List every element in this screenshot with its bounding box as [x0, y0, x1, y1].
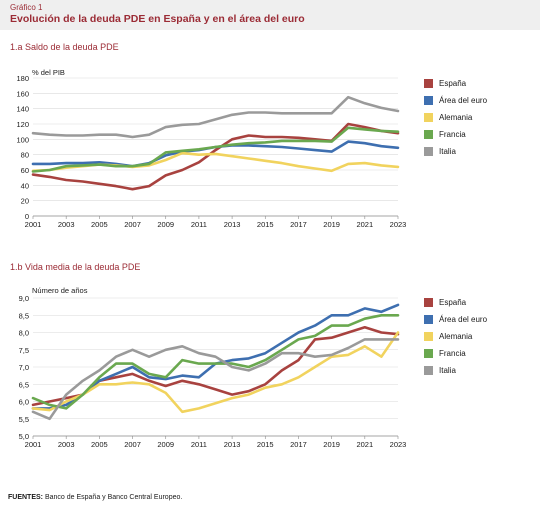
x-tick-label: 2023 [390, 440, 407, 449]
x-tick-label: 2021 [356, 440, 373, 449]
x-tick-label: 2003 [58, 220, 75, 229]
legend-swatch [424, 96, 433, 105]
chart-b: 5,0 5,5 6,0 6,5 7,0 7,5 8,0 8,5 9,0 2001 2003 2005 2… [19, 294, 407, 449]
legend-label: Francia [439, 349, 466, 358]
y-tick-label: 7,0 [19, 363, 29, 372]
legend-item-italia: Italia [424, 362, 487, 379]
figure-title: Evolución de la deuda PDE en España y en… [10, 13, 305, 25]
x-tick-label: 2011 [191, 440, 207, 449]
y-tick-label: 80 [21, 151, 29, 160]
legend-item-francia: Francia [424, 126, 487, 143]
y-tick-label: 8,5 [19, 311, 29, 320]
y-tick-label: 60 [21, 166, 29, 175]
panel-a-ylabel: % del PIB [32, 68, 65, 77]
series-line-espana [31, 122, 400, 191]
y-tick-label: 7,5 [19, 346, 29, 355]
legend-label: España [439, 298, 467, 307]
sources-label: FUENTES: [8, 494, 43, 501]
x-tick-label: 2007 [124, 440, 141, 449]
y-tick-label: 180 [16, 74, 29, 83]
series-line-espana [31, 325, 400, 407]
legend-swatch [424, 113, 433, 122]
x-tick-label: 2005 [91, 440, 108, 449]
y-tick-label: 20 [21, 197, 29, 206]
legend-item-alemania: Alemania [424, 328, 487, 345]
legend-item-area-del-euro: Área del euro [424, 311, 487, 328]
chart-a: 0 20 40 60 80 100 120 140 160 180 2001 2003 2005 2007… [16, 74, 407, 229]
y-tick-label: 100 [16, 135, 29, 144]
x-tick-label: 2019 [323, 440, 340, 449]
legend-item-area-del-euro: Área del euro [424, 92, 487, 109]
x-tick-label: 2019 [323, 220, 340, 229]
y-tick-label: 0 [25, 212, 29, 221]
figure-header: Gráfico 1 Evolución de la deuda PDE en E… [0, 0, 540, 30]
legend-label: Italia [439, 366, 456, 375]
x-tick-label: 2003 [58, 440, 75, 449]
x-tick-label: 2017 [290, 220, 307, 229]
legend-label: España [439, 79, 467, 88]
legend-swatch [424, 315, 433, 324]
legend-swatch [424, 147, 433, 156]
y-tick-label: 120 [16, 120, 29, 129]
panel-a-title: 1.a Saldo de la deuda PDE [10, 42, 119, 52]
legend-label: Alemania [439, 332, 473, 341]
x-tick-label: 2005 [91, 220, 108, 229]
x-tick-label: 2015 [257, 440, 274, 449]
panel-b-title: 1.b Vida media de la deuda PDE [10, 262, 141, 272]
legend-item-espana: España [424, 294, 487, 311]
x-tick-label: 2011 [191, 220, 207, 229]
legend-label: Área del euro [439, 315, 488, 324]
x-tick-label: 2017 [290, 440, 307, 449]
x-tick-label: 2013 [224, 220, 241, 229]
y-tick-label: 6,5 [19, 380, 29, 389]
legend-b: España Área del euro Alemania Francia Italia [424, 294, 487, 379]
legend-swatch [424, 332, 433, 341]
legend-label: Alemania [439, 113, 473, 122]
series-line-francia [31, 313, 400, 410]
x-tick-label: 2001 [25, 440, 42, 449]
series-line-francia [31, 126, 400, 173]
x-tick-label: 2023 [390, 220, 407, 229]
legend-a: España Área del euro Alemania Francia Italia [424, 75, 487, 160]
series-line-italia [31, 95, 400, 139]
y-tick-label: 160 [16, 89, 29, 98]
x-tick-label: 2013 [224, 440, 241, 449]
legend-swatch [424, 79, 433, 88]
legend-swatch [424, 130, 433, 139]
x-tick-label: 2009 [157, 440, 174, 449]
legend-item-alemania: Alemania [424, 109, 487, 126]
y-tick-label: 5,5 [19, 415, 29, 424]
sources-text: Banco de España y Banco Central Europeo. [44, 494, 183, 501]
legend-label: Área del euro [439, 96, 488, 105]
y-tick-label: 8,0 [19, 329, 29, 338]
sources-note: FUENTES: Banco de España y Banco Central… [8, 494, 182, 501]
x-tick-label: 2009 [157, 220, 174, 229]
y-tick-label: 40 [21, 181, 29, 190]
x-tick-label: 2021 [356, 220, 373, 229]
legend-item-espana: España [424, 75, 487, 92]
legend-swatch [424, 366, 433, 375]
legend-item-francia: Francia [424, 345, 487, 362]
series-line-alemania [31, 331, 400, 414]
y-tick-label: 6,0 [19, 398, 29, 407]
x-tick-label: 2001 [25, 220, 42, 229]
legend-item-italia: Italia [424, 143, 487, 160]
legend-swatch [424, 298, 433, 307]
legend-label: Francia [439, 130, 466, 139]
x-tick-label: 2015 [257, 220, 274, 229]
legend-swatch [424, 349, 433, 358]
series-line-italia [31, 338, 400, 421]
figure-label: Gráfico 1 [10, 3, 43, 12]
y-tick-label: 140 [16, 105, 29, 114]
legend-label: Italia [439, 147, 456, 156]
panel-b-ylabel: Número de años [32, 286, 88, 295]
y-tick-label: 5,0 [19, 432, 29, 441]
x-tick-label: 2007 [124, 220, 141, 229]
y-tick-label: 9,0 [19, 294, 29, 303]
